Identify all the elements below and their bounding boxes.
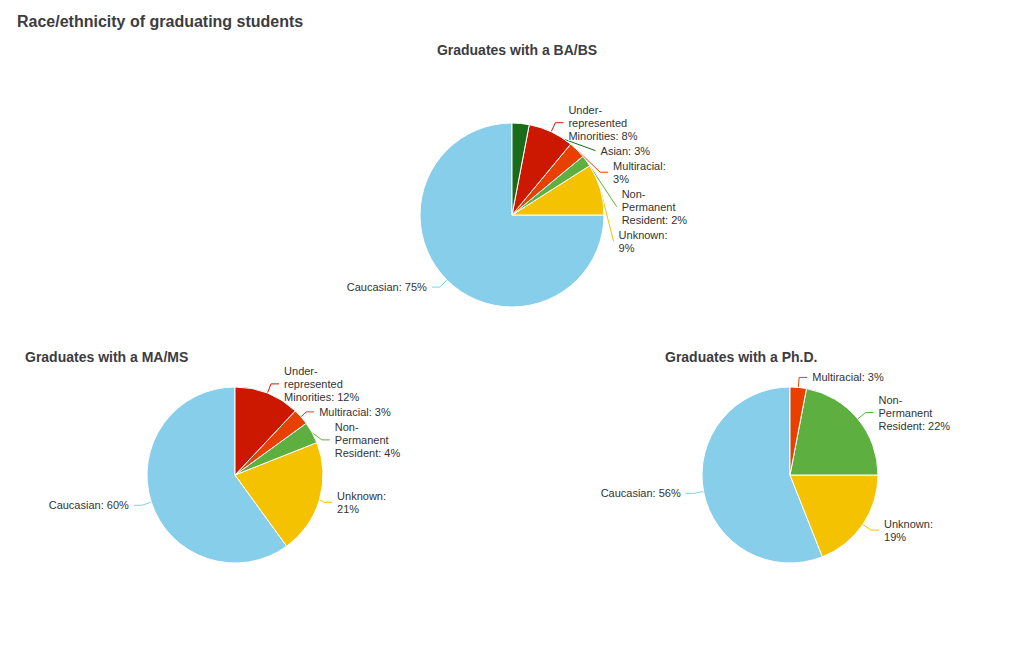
svg-text:Non-: Non- [879,394,903,406]
svg-text:represented: represented [284,378,343,390]
svg-text:Under-: Under- [284,365,318,377]
svg-text:Resident: 22%: Resident: 22% [879,420,951,432]
svg-text:Non-: Non- [335,421,359,433]
svg-text:Graduates with a MA/MS: Graduates with a MA/MS [25,349,188,365]
svg-text:Race/ethnicity of graduating s: Race/ethnicity of graduating students [17,13,303,30]
svg-text:9%: 9% [619,242,635,254]
svg-text:Minorities: 12%: Minorities: 12% [284,391,359,403]
svg-text:3%: 3% [613,173,629,185]
svg-text:Graduates with a BA/BS: Graduates with a BA/BS [437,42,597,58]
svg-text:Unknown:: Unknown: [337,490,386,502]
svg-text:Caucasian: 60%: Caucasian: 60% [49,499,129,511]
svg-text:Multiracial: 3%: Multiracial: 3% [812,371,884,383]
svg-text:Permanent: Permanent [879,407,933,419]
svg-text:Multiracial:: Multiracial: [613,160,666,172]
svg-text:Unknown:: Unknown: [884,518,933,530]
svg-text:Permanent: Permanent [622,201,676,213]
svg-text:19%: 19% [884,531,906,543]
svg-text:represented: represented [568,117,627,129]
svg-text:Under-: Under- [568,104,602,116]
svg-text:Caucasian: 75%: Caucasian: 75% [347,281,427,293]
svg-text:Permanent: Permanent [335,434,389,446]
svg-text:Asian: 3%: Asian: 3% [601,145,651,157]
svg-text:21%: 21% [337,503,359,515]
svg-text:Minorities: 8%: Minorities: 8% [568,130,637,142]
svg-text:Unknown:: Unknown: [619,229,668,241]
svg-text:Resident: 2%: Resident: 2% [622,214,688,226]
svg-text:Caucasian: 56%: Caucasian: 56% [601,487,681,499]
svg-text:Non-: Non- [622,188,646,200]
svg-text:Resident: 4%: Resident: 4% [335,447,401,459]
svg-text:Graduates with a Ph.D.: Graduates with a Ph.D. [665,349,817,365]
svg-text:Multiracial: 3%: Multiracial: 3% [319,406,391,418]
